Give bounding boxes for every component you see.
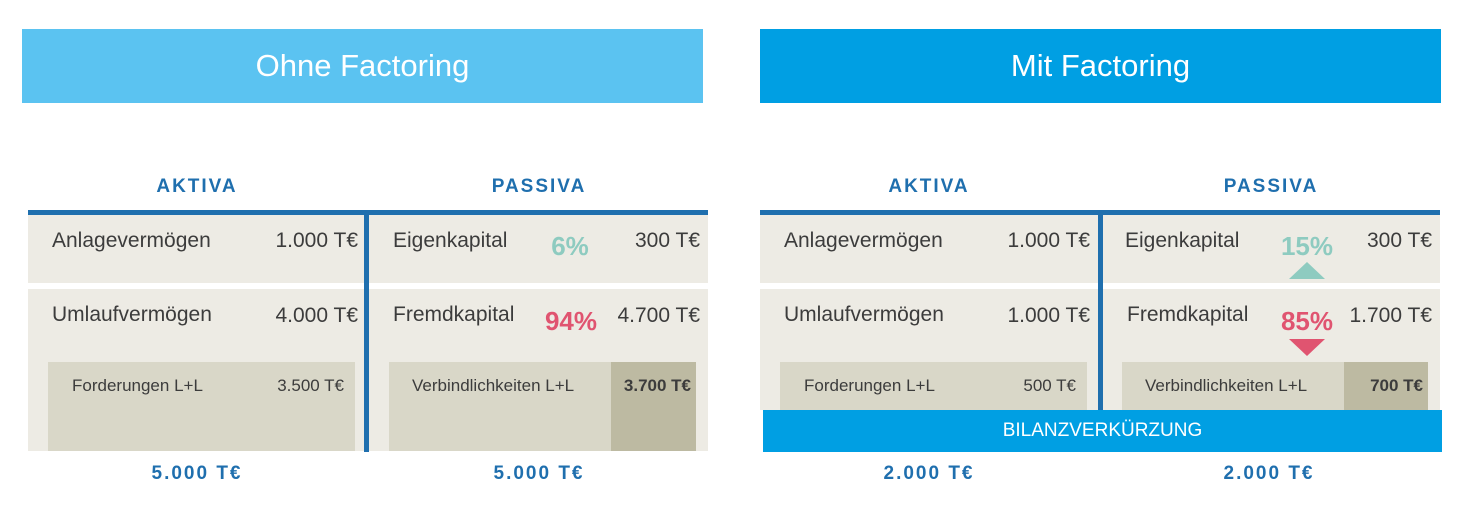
anlagevermoegen-value: 1.000 T€ <box>275 229 358 252</box>
decrease-arrow-icon <box>1289 339 1325 356</box>
forderungen-label: Forderungen L+L <box>804 376 935 395</box>
anlagevermoegen-label: Anlagevermögen <box>52 229 211 252</box>
passiva-total: 2.000 T€ <box>1223 463 1315 484</box>
eigenkapital-label: Eigenkapital <box>1125 229 1240 252</box>
balance-divider <box>1098 210 1103 410</box>
fremdkapital-label: Fremdkapital <box>1127 303 1249 326</box>
passiva-heading: PASSIVA <box>1223 176 1319 197</box>
aktiva-total: 2.000 T€ <box>883 463 975 484</box>
passiva-heading: PASSIVA <box>491 176 587 197</box>
verbindlichkeiten-box <box>1122 362 1344 410</box>
eigenkapital-value: 300 T€ <box>635 229 700 252</box>
verbindlichkeiten-label: Verbindlichkeiten L+L <box>412 376 575 395</box>
verbindlichkeiten-label: Verbindlichkeiten L+L <box>1145 376 1308 395</box>
anlagevermoegen-row <box>28 215 364 283</box>
passiva-total: 5.000 T€ <box>493 463 585 484</box>
fremdkapital-value: 1.700 T€ <box>1349 304 1432 327</box>
verbindlichkeiten-value-box <box>1344 362 1428 410</box>
increase-arrow-icon <box>1289 262 1325 279</box>
balance-divider <box>364 210 369 452</box>
banner-title: Mit Factoring <box>1010 48 1191 83</box>
forderungen-value: 3.500 T€ <box>277 376 344 395</box>
forderungen-box <box>780 362 1087 410</box>
umlaufvermoegen-value: 1.000 T€ <box>1007 304 1090 327</box>
aktiva-heading: AKTIVA <box>888 176 970 197</box>
aktiva-heading: AKTIVA <box>156 176 238 197</box>
eigenkapital-label: Eigenkapital <box>393 229 508 252</box>
banner-mit-factoring: Mit Factoring <box>760 29 1441 103</box>
banner-ohne-factoring: Ohne Factoring <box>22 29 703 103</box>
anlagevermoegen-label: Anlagevermögen <box>784 229 943 252</box>
verbindlichkeiten-box <box>389 362 611 451</box>
eigenkapital-value: 300 T€ <box>1367 229 1432 252</box>
verbindlichkeiten-value-box <box>611 362 696 451</box>
banner-title: Ohne Factoring <box>255 48 470 83</box>
forderungen-value: 500 T€ <box>1023 376 1076 395</box>
verbindlichkeiten-value: 3.700 T€ <box>623 376 691 395</box>
umlaufvermoegen-label: Umlaufvermögen <box>52 303 212 326</box>
eigenkapital-percentage: 6% <box>551 231 589 261</box>
verbindlichkeiten-value: 700 T€ <box>1370 376 1423 395</box>
fremdkapital-percentage: 85% <box>1280 306 1334 336</box>
umlaufvermoegen-label: Umlaufvermögen <box>784 303 944 326</box>
anlagevermoegen-value: 1.000 T€ <box>1007 229 1090 252</box>
fremdkapital-label: Fremdkapital <box>393 303 515 326</box>
fremdkapital-value: 4.700 T€ <box>617 304 700 327</box>
anlagevermoegen-row <box>760 215 1098 283</box>
forderungen-box <box>48 362 355 451</box>
aktiva-total: 5.000 T€ <box>151 463 243 484</box>
eigenkapital-row <box>1103 215 1440 283</box>
bilanzverkuerzung-bar: BILANZVERKÜRZUNG <box>763 410 1442 452</box>
umlaufvermoegen-value: 4.000 T€ <box>275 304 358 327</box>
eigenkapital-row <box>369 215 708 283</box>
eigenkapital-percentage: 15% <box>1280 231 1334 261</box>
bilanzverkuerzung-label: BILANZVERKÜRZUNG <box>1002 420 1203 441</box>
forderungen-label: Forderungen L+L <box>72 376 203 395</box>
fremdkapital-percentage: 94% <box>544 306 598 336</box>
